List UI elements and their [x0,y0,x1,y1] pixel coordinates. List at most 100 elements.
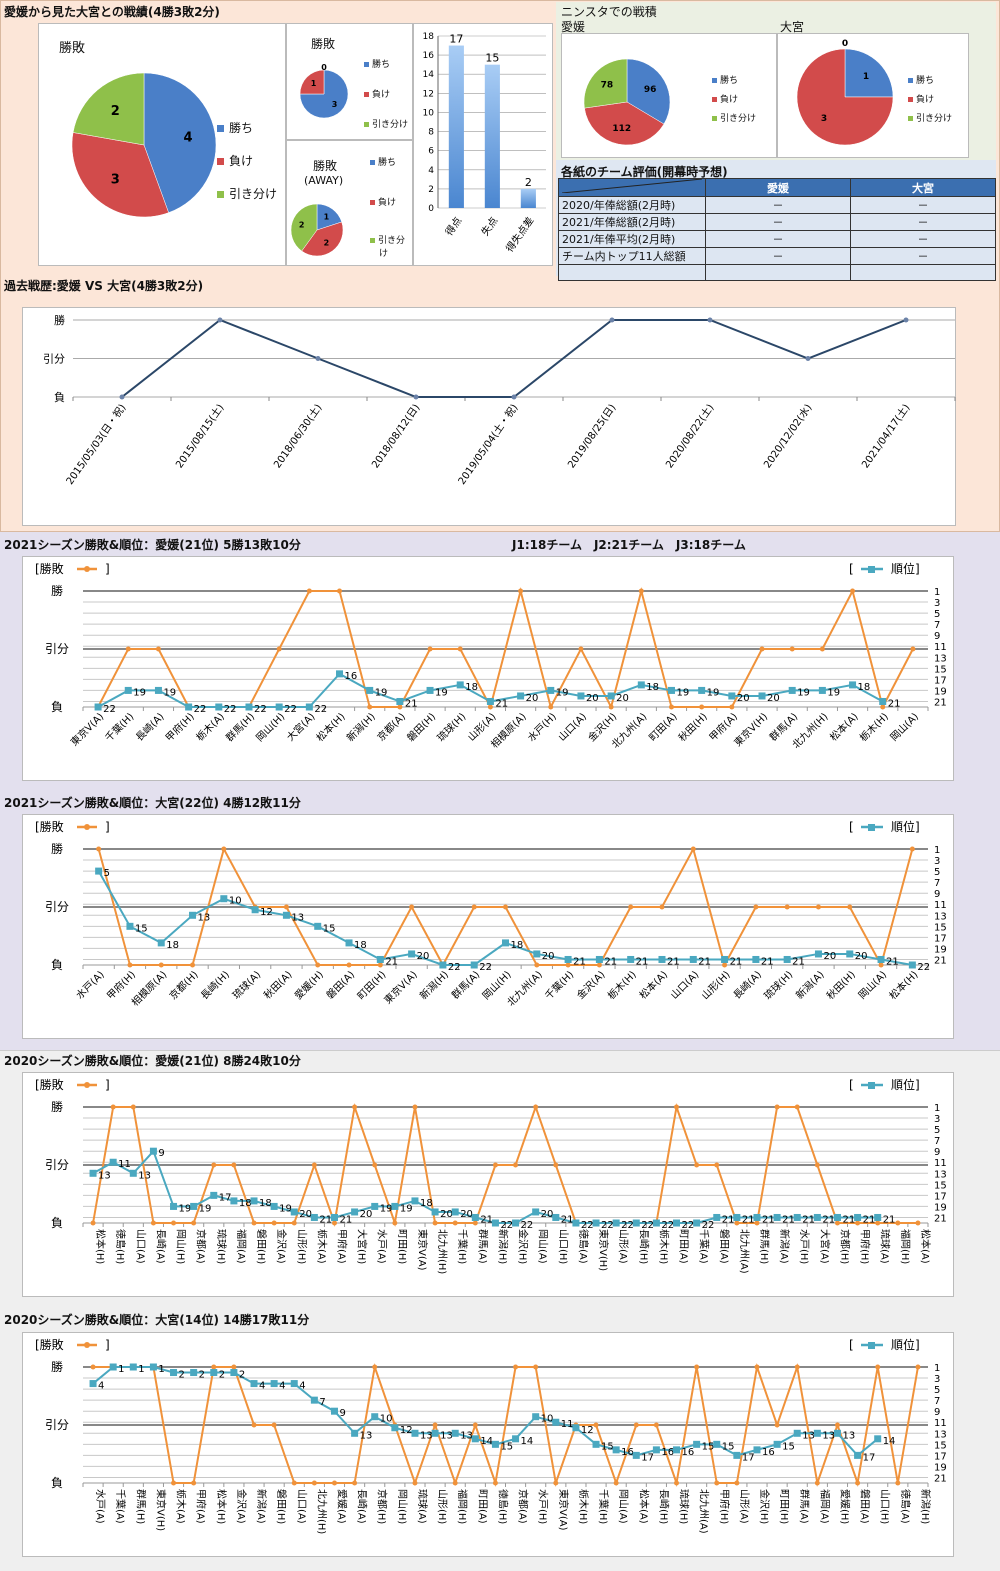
x-tick-label: 山形(H) [295,1229,307,1264]
x-tick-label: 山口(A) [295,1489,307,1524]
legend-label: 引き分け [720,114,757,124]
result-point [774,1104,780,1110]
legend-label: 負け [229,154,254,168]
rank-data-label: 13 [291,912,304,923]
rank-point [813,1213,821,1221]
rank-point [250,1197,258,1205]
rank-data-label: 22 [284,704,297,715]
season-2021-ehime-chart: [勝敗][順位] 勝引分負 1 3 5 7 9 11 13 15 17 19 21 22 19 19 22 22 2… [22,556,954,781]
y-rank-tick: 15 [934,1440,947,1451]
rank-data-label: 12 [581,1425,594,1436]
x-tick-label: 甲府(H) [859,1229,872,1264]
rank-data-label: 22 [661,1220,674,1231]
x-tick-label: 東京V(A) [381,968,420,1007]
rank-point [190,1369,198,1377]
rank-data-label: 15 [601,1441,614,1452]
legend-rank-open: [ [849,1338,854,1352]
x-tick-label: 山口(H) [879,1489,891,1524]
rank-data-label: 14 [521,1436,534,1447]
result-point [714,1162,720,1168]
result-point [548,704,554,710]
rank-data-label: 20 [737,693,750,704]
result-point [412,1480,418,1486]
y-result-label: 負 [51,958,63,972]
rank-point [512,1219,520,1227]
result-point [367,704,373,710]
x-tick-label: 松本(H) [886,968,920,1002]
rank-data-label: 22 [314,704,327,715]
bar [484,64,500,208]
away-pie-title: 勝敗 [313,159,338,173]
rank-data-label: 13 [98,1170,111,1181]
result-point [593,1422,599,1428]
result-point [315,962,321,968]
x-tick-label: 愛媛(A) [335,1489,348,1524]
x-tick-label: 栃木(A) [315,1229,328,1264]
rank-data-label: 21 [339,1214,352,1225]
x-tick-label: 琉球(H) [761,968,795,1002]
x-tick-label: 東京V(A) [416,1229,429,1271]
rank-data-label: 15 [782,1441,795,1452]
rank-data-label: 13 [842,1430,855,1441]
goals-bar-chart: 0 2 4 6 8 10 12 14 16 18 17 得点 15 失点 2 得失点差 [413,23,553,266]
rank-data-label: 22 [621,1220,634,1231]
rank-point [552,1418,560,1426]
x-tick-label: 金沢(A) [275,1229,288,1264]
legend-label: 勝ち [720,76,739,86]
rank-point [773,1213,781,1221]
result-point [753,904,759,910]
result-point [895,1480,901,1486]
y-rank-tick: 7 [934,878,940,889]
legend-rank-close: 順位] [891,1337,920,1352]
legend-swatch-draw [370,238,375,243]
result-point [910,646,916,652]
result-point [306,588,312,594]
rank-data-label: 22 [479,962,492,973]
result-point [613,1480,619,1486]
x-tick-label: 磐田(A) [718,1229,731,1264]
pie-data-label: 3 [821,114,827,124]
y-result-label: 負 [51,700,63,714]
legend-label: 引き分け [916,114,953,124]
rank-data-label: 12 [400,1425,413,1436]
result-point [878,962,884,968]
x-tick-label: 京都(A) [517,1489,530,1524]
legend-label: 負け [372,90,391,100]
result-point [377,962,383,968]
x-tick-label: 山形(H) [699,969,733,1003]
rank-data-label: 16 [621,1447,634,1458]
rank-point [689,955,697,963]
legend-swatch-win [712,78,717,83]
rank-point [713,1213,721,1221]
x-tick-label: 水戸(A) [74,969,107,1002]
x-tick-label: 徳島(A) [577,1229,590,1264]
rank-data-label: 13 [138,1170,151,1181]
rank-data-label: 21 [782,1214,795,1225]
result-point [283,904,289,910]
result-point [487,704,493,710]
x-tick-label: 水戸(A) [376,1229,388,1264]
bar-value-label: 2 [525,176,532,189]
y-rank-tick: 19 [934,1462,947,1473]
x-tick-label: 金沢(A) [574,968,608,1002]
legend-result-close: ] [105,1338,110,1352]
result-point [784,904,790,910]
rank-point [189,911,197,919]
result-point [553,1480,559,1486]
rank-point [230,1369,238,1377]
bar-value-label: 15 [485,52,499,65]
x-tick-label: 水戸(H) [525,711,559,745]
rank-point [698,686,706,694]
x-tick-label: 東京V(H) [597,1229,610,1271]
rank-point [592,1440,600,1448]
x-tick-label: 2015/08/15(土) [173,401,227,470]
y-rank-tick: 19 [934,686,947,697]
legend-swatch-draw [908,116,913,121]
rank-data-label: 9 [158,1148,164,1159]
result-point [794,1364,800,1370]
result-line [93,1363,919,1487]
empty-cell [558,264,706,281]
empty-cell [705,264,851,281]
rank-point [351,1208,359,1216]
ninsta-omiya-label: 大宮 [780,20,805,34]
